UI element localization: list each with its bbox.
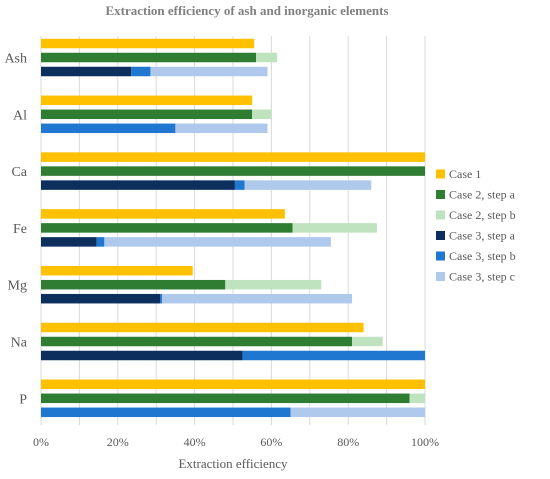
legend-label: Case 2, step b bbox=[449, 208, 516, 222]
category-label: Mg bbox=[8, 279, 27, 294]
bar-segment bbox=[225, 279, 322, 290]
category-label: Na bbox=[11, 336, 28, 351]
bar-segment bbox=[41, 166, 425, 176]
legend: Case 1 Case 2, step a Case 2, step b Case 3… bbox=[436, 167, 516, 284]
x-tick-label: 100% bbox=[411, 435, 439, 449]
bar-segment bbox=[41, 407, 291, 418]
legend-label: Case 2, step a bbox=[449, 188, 516, 202]
category-label: P bbox=[19, 392, 27, 407]
legend-label: Case 1 bbox=[449, 167, 481, 181]
x-axis-label: Extraction efficiency bbox=[178, 456, 288, 471]
bar-segment bbox=[41, 237, 97, 247]
legend-label: Case 3, step c bbox=[449, 270, 515, 284]
bar-segment bbox=[41, 322, 364, 333]
bar-segment bbox=[41, 52, 257, 63]
category-label: Ca bbox=[11, 165, 27, 180]
bar-segment bbox=[234, 180, 245, 190]
legend-swatch bbox=[436, 272, 445, 281]
bar-segment bbox=[41, 393, 410, 404]
bar-segment bbox=[41, 123, 176, 134]
bar-segment bbox=[352, 336, 383, 347]
category-label: Ash bbox=[4, 52, 27, 67]
bar-segment bbox=[41, 336, 353, 347]
bar-segment bbox=[104, 237, 331, 247]
legend-swatch bbox=[436, 169, 445, 179]
bar-segment bbox=[252, 109, 272, 120]
category-labels: Ash Al Ca Fe Mg Na P bbox=[4, 52, 27, 408]
bar-segment bbox=[41, 350, 243, 361]
bar-segment bbox=[161, 293, 353, 304]
bar-segment bbox=[41, 38, 255, 49]
bar-segment bbox=[41, 379, 425, 390]
legend-label: Case 3, step a bbox=[449, 229, 516, 243]
bar-segment bbox=[150, 66, 268, 77]
bar-segment bbox=[41, 95, 253, 106]
chart-title: Extraction efficiency of ash and inorgan… bbox=[105, 3, 388, 18]
bar-segment bbox=[41, 265, 193, 276]
legend-swatch bbox=[436, 251, 445, 261]
x-tick-labels: 0% 20% 40% 60% 80% 100% bbox=[33, 435, 439, 449]
x-tick-label: 40% bbox=[184, 435, 206, 449]
bar-segment bbox=[41, 209, 285, 219]
bar-segment bbox=[41, 223, 293, 233]
x-tick-label: 80% bbox=[337, 435, 359, 449]
bar-segment bbox=[256, 52, 278, 63]
bar-segment bbox=[131, 66, 151, 77]
x-tick-label: 0% bbox=[33, 435, 49, 449]
legend-swatch bbox=[436, 190, 445, 199]
legend-swatch bbox=[436, 231, 445, 240]
bar-segment bbox=[175, 123, 268, 134]
bars bbox=[41, 38, 425, 418]
category-label: Al bbox=[13, 108, 27, 123]
bar-segment bbox=[41, 293, 161, 304]
legend-label: Case 3, step b bbox=[449, 249, 516, 263]
bar-segment bbox=[290, 407, 425, 418]
category-label: Fe bbox=[13, 222, 27, 237]
bar-segment bbox=[160, 293, 162, 304]
bar-segment bbox=[409, 393, 425, 404]
bar-segment bbox=[41, 109, 253, 120]
bar-segment bbox=[41, 279, 226, 290]
legend-swatch bbox=[436, 210, 445, 220]
x-tick-label: 20% bbox=[107, 435, 129, 449]
bar-segment bbox=[41, 66, 132, 77]
bar-segment bbox=[96, 237, 105, 247]
bar-segment bbox=[41, 152, 425, 162]
bar-segment bbox=[41, 180, 235, 190]
bar-segment bbox=[292, 223, 377, 233]
bar-segment bbox=[244, 180, 372, 190]
bar-segment bbox=[242, 350, 425, 361]
x-tick-label: 60% bbox=[260, 435, 282, 449]
